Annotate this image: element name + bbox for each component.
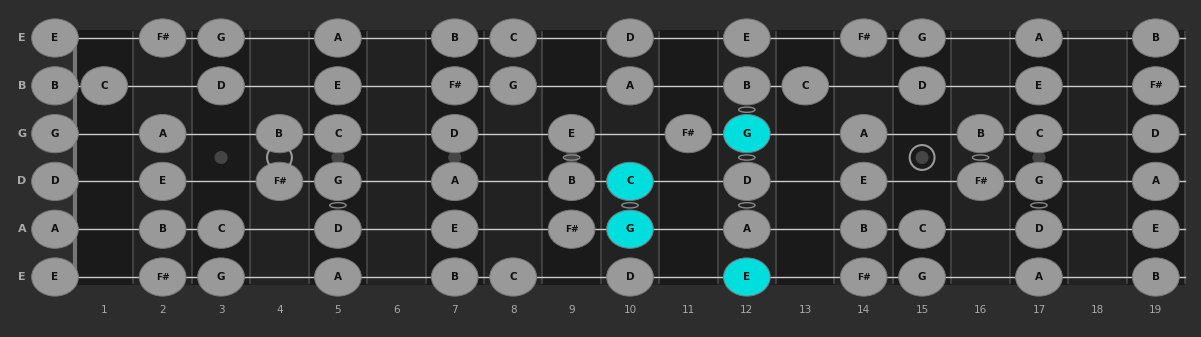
Text: A: A <box>743 224 751 234</box>
Ellipse shape <box>1133 19 1179 57</box>
Text: B: B <box>18 81 26 91</box>
Ellipse shape <box>1133 258 1179 296</box>
Text: A: A <box>626 81 634 91</box>
Bar <box>718 30 776 285</box>
Ellipse shape <box>256 162 303 201</box>
Text: 19: 19 <box>1149 305 1163 315</box>
Ellipse shape <box>31 67 78 105</box>
Ellipse shape <box>31 19 78 57</box>
Ellipse shape <box>898 210 945 248</box>
Ellipse shape <box>723 162 770 201</box>
Text: E: E <box>52 272 59 282</box>
Text: 1: 1 <box>101 305 108 315</box>
Text: D: D <box>50 176 59 186</box>
Ellipse shape <box>490 67 537 105</box>
Circle shape <box>741 116 753 127</box>
Bar <box>250 30 309 285</box>
Ellipse shape <box>548 210 594 248</box>
Ellipse shape <box>841 19 888 57</box>
Ellipse shape <box>31 210 78 248</box>
Ellipse shape <box>31 162 78 201</box>
Bar <box>425 30 484 285</box>
Text: C: C <box>919 224 926 234</box>
Ellipse shape <box>607 210 653 248</box>
Text: A: A <box>18 224 26 234</box>
Text: G: G <box>509 81 518 91</box>
Text: E: E <box>52 33 59 43</box>
Text: 12: 12 <box>740 305 753 315</box>
Text: D: D <box>626 272 634 282</box>
Text: F#: F# <box>974 177 987 186</box>
Ellipse shape <box>1133 210 1179 248</box>
Ellipse shape <box>31 258 78 296</box>
Text: G: G <box>18 129 26 139</box>
Ellipse shape <box>139 210 186 248</box>
Ellipse shape <box>957 115 1004 153</box>
Ellipse shape <box>1016 210 1063 248</box>
Circle shape <box>1033 152 1045 163</box>
Bar <box>133 30 192 285</box>
Ellipse shape <box>1133 162 1179 201</box>
Text: C: C <box>801 81 809 91</box>
Ellipse shape <box>723 67 770 105</box>
Text: A: A <box>50 224 59 234</box>
Ellipse shape <box>898 19 945 57</box>
Ellipse shape <box>1016 67 1063 105</box>
Ellipse shape <box>723 115 770 153</box>
Text: 13: 13 <box>799 305 812 315</box>
Text: A: A <box>159 129 167 139</box>
Ellipse shape <box>431 19 478 57</box>
Text: B: B <box>976 129 985 139</box>
Text: F#: F# <box>856 33 871 42</box>
Text: A: A <box>334 272 342 282</box>
Text: D: D <box>918 81 926 91</box>
Bar <box>600 30 659 285</box>
Text: D: D <box>17 176 26 186</box>
Text: E: E <box>1152 224 1159 234</box>
Ellipse shape <box>607 162 653 201</box>
Text: 9: 9 <box>568 305 575 315</box>
Text: 2: 2 <box>160 305 166 315</box>
Bar <box>309 30 368 285</box>
Bar <box>368 30 425 285</box>
Text: B: B <box>50 81 59 91</box>
Ellipse shape <box>1133 67 1179 105</box>
Bar <box>776 30 835 285</box>
Ellipse shape <box>31 115 78 153</box>
Ellipse shape <box>490 258 537 296</box>
Ellipse shape <box>490 19 537 57</box>
Text: 5: 5 <box>335 305 341 315</box>
Ellipse shape <box>665 115 712 153</box>
Text: D: D <box>450 129 459 139</box>
Circle shape <box>331 152 343 163</box>
Text: D: D <box>216 81 226 91</box>
Ellipse shape <box>841 115 888 153</box>
Text: F#: F# <box>856 273 871 281</box>
Text: E: E <box>18 272 25 282</box>
Text: E: E <box>18 33 25 43</box>
Ellipse shape <box>315 162 362 201</box>
Text: 14: 14 <box>858 305 871 315</box>
Text: A: A <box>1152 176 1160 186</box>
Text: 11: 11 <box>682 305 695 315</box>
Text: D: D <box>742 176 751 186</box>
Bar <box>1127 30 1185 285</box>
Text: E: E <box>159 176 166 186</box>
Text: G: G <box>217 272 226 282</box>
Text: B: B <box>1152 272 1160 282</box>
Text: C: C <box>217 224 225 234</box>
Ellipse shape <box>431 210 478 248</box>
Ellipse shape <box>723 258 770 296</box>
Ellipse shape <box>723 19 770 57</box>
Ellipse shape <box>139 19 186 57</box>
Text: E: E <box>334 81 341 91</box>
Text: F#: F# <box>1149 81 1163 90</box>
Text: E: E <box>452 224 459 234</box>
Text: E: E <box>743 33 751 43</box>
Ellipse shape <box>80 67 127 105</box>
Text: 17: 17 <box>1033 305 1046 315</box>
Bar <box>951 30 1010 285</box>
Text: 16: 16 <box>974 305 987 315</box>
Bar <box>192 30 250 285</box>
